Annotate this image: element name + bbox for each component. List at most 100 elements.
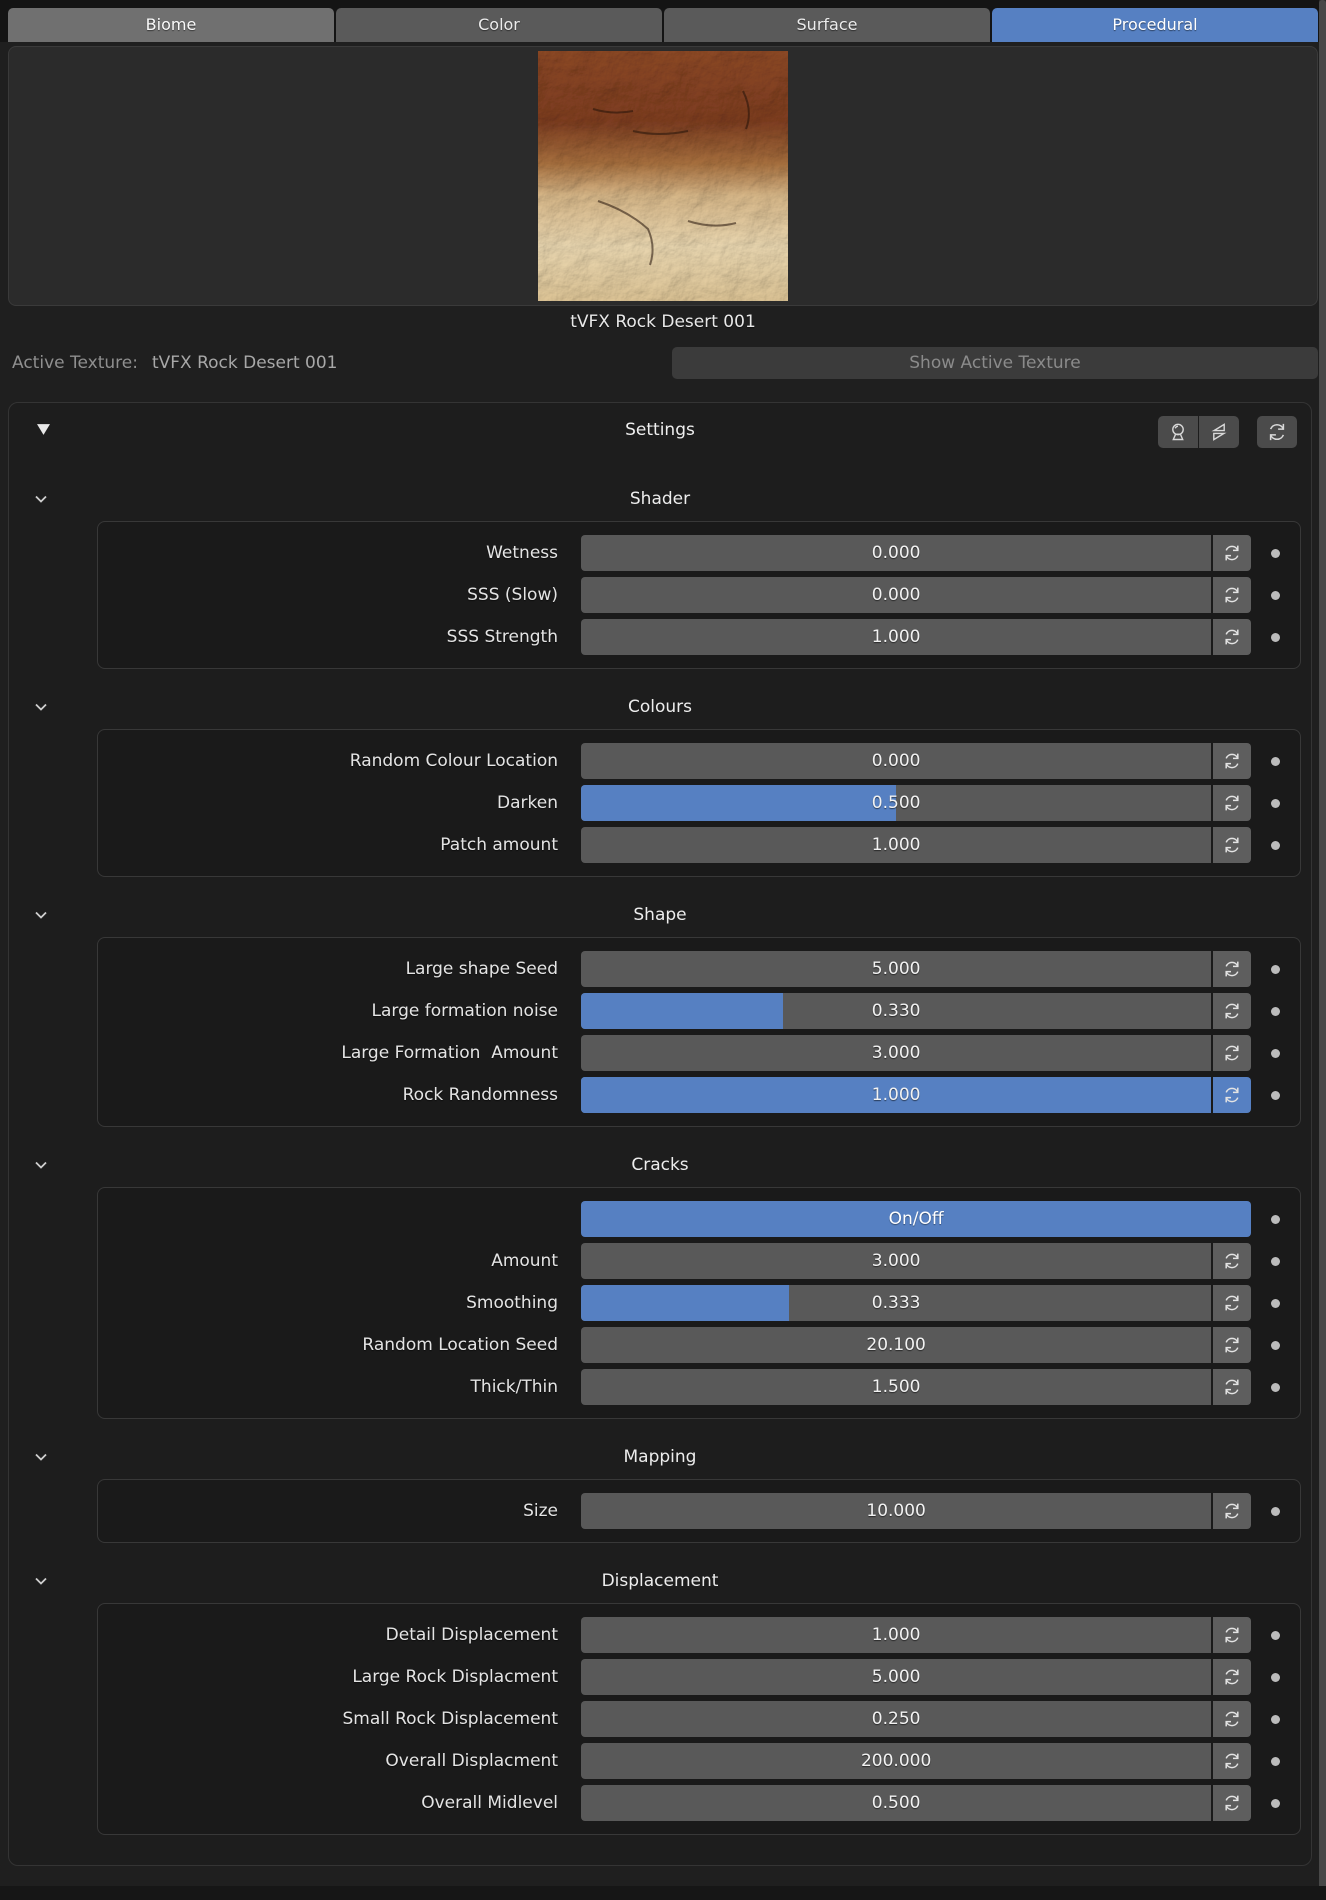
reset-button[interactable] (1213, 827, 1252, 863)
reset-button[interactable] (1213, 535, 1252, 571)
slider-rock-randomness[interactable]: 1.000 (581, 1077, 1212, 1113)
animate-decorator-dot[interactable] (1271, 1630, 1281, 1640)
refresh-icon (1225, 1087, 1239, 1103)
chevron-down-icon[interactable] (31, 1155, 51, 1175)
slider-large-formation-noise[interactable]: 0.330 (581, 993, 1212, 1029)
scrollbar-thumb[interactable] (1319, 0, 1326, 1900)
refresh-all-button[interactable] (1257, 416, 1297, 448)
section-header: Colours (9, 687, 1311, 727)
animate-decorator-dot[interactable] (1271, 964, 1281, 974)
section-body: On/Off Amount 3.000 Smoothi (97, 1187, 1301, 1419)
section-displacement: Displacement Detail Displacement 1.000 (9, 1561, 1311, 1835)
reset-button[interactable] (1213, 951, 1252, 987)
property-row: Darken 0.500 (112, 785, 1300, 821)
animate-decorator-dot[interactable] (1271, 1798, 1281, 1808)
slider-large-shape-seed[interactable]: 5.000 (581, 951, 1212, 987)
property-label: Large Formation Amount (341, 1043, 558, 1063)
animate-decorator-dot[interactable] (1271, 1506, 1281, 1516)
slider-overall-midlevel[interactable]: 0.500 (581, 1785, 1212, 1821)
animate-decorator-dot[interactable] (1271, 840, 1281, 850)
slider-detail-displacement[interactable]: 1.000 (581, 1617, 1212, 1653)
field-group: 0.000 (581, 577, 1252, 613)
reset-button[interactable] (1213, 1743, 1252, 1779)
reset-button[interactable] (1213, 619, 1252, 655)
reset-button[interactable] (1213, 1617, 1252, 1653)
property-label: Large Rock Displacment (352, 1667, 558, 1687)
slider-sss-strength[interactable]: 1.000 (581, 619, 1212, 655)
animate-decorator-dot[interactable] (1271, 1714, 1281, 1724)
animate-decorator-dot[interactable] (1271, 632, 1281, 642)
slider-small-rock-displacement[interactable]: 0.250 (581, 1701, 1212, 1737)
chevron-down-icon[interactable] (31, 1447, 51, 1467)
settings-panel: Settings (8, 402, 1312, 1866)
panel-expand-triangle-icon[interactable] (37, 424, 50, 435)
material-preview-button[interactable] (1158, 416, 1198, 448)
scrollbar-track[interactable] (1319, 0, 1326, 1900)
reset-button[interactable] (1213, 993, 1252, 1029)
reset-button[interactable] (1213, 1035, 1252, 1071)
reset-button[interactable] (1213, 785, 1252, 821)
reset-button[interactable] (1213, 1077, 1252, 1113)
driver-button[interactable] (1199, 416, 1239, 448)
slider-large-rock-displacment[interactable]: 5.000 (581, 1659, 1212, 1695)
tab-biome[interactable]: Biome (8, 8, 334, 42)
animate-decorator-dot[interactable] (1271, 1256, 1281, 1266)
reset-button[interactable] (1213, 743, 1252, 779)
animate-decorator-dot[interactable] (1271, 1006, 1281, 1016)
animate-decorator-dot[interactable] (1271, 1756, 1281, 1766)
slider-large-formation-amount[interactable]: 3.000 (581, 1035, 1212, 1071)
reset-button[interactable] (1213, 1243, 1252, 1279)
slider-random-colour-location[interactable]: 0.000 (581, 743, 1212, 779)
active-texture-label: Active Texture: (12, 353, 138, 373)
field-group: 200.000 (581, 1743, 1252, 1779)
animate-decorator-dot[interactable] (1271, 798, 1281, 808)
animate-decorator-dot[interactable] (1271, 756, 1281, 766)
animate-decorator-dot[interactable] (1271, 1090, 1281, 1100)
slider-wetness[interactable]: 0.000 (581, 535, 1212, 571)
property-row: Detail Displacement 1.000 (112, 1617, 1300, 1653)
reset-button[interactable] (1213, 1701, 1252, 1737)
reset-button[interactable] (1213, 1785, 1252, 1821)
chevron-down-icon[interactable] (31, 905, 51, 925)
slider-darken[interactable]: 0.500 (581, 785, 1212, 821)
field-group: 1.000 (581, 827, 1252, 863)
animate-decorator-dot[interactable] (1271, 590, 1281, 600)
slider-size[interactable]: 10.000 (581, 1493, 1212, 1529)
decorator-zone (1251, 1214, 1300, 1224)
tab-surface[interactable]: Surface (664, 8, 990, 42)
chevron-down-icon[interactable] (31, 1571, 51, 1591)
property-label: Darken (497, 793, 558, 813)
animate-decorator-dot[interactable] (1271, 1382, 1281, 1392)
animate-decorator-dot[interactable] (1271, 1298, 1281, 1308)
tab-procedural[interactable]: Procedural (992, 8, 1318, 42)
animate-decorator-dot[interactable] (1271, 1048, 1281, 1058)
reset-button[interactable] (1213, 1285, 1252, 1321)
slider-overall-displacment[interactable]: 200.000 (581, 1743, 1212, 1779)
slider-sss-slow-[interactable]: 0.000 (581, 577, 1212, 613)
decorator-zone (1251, 1340, 1300, 1350)
refresh-icon (1225, 545, 1239, 561)
tab-color[interactable]: Color (336, 8, 662, 42)
reset-button[interactable] (1213, 577, 1252, 613)
slider-smoothing[interactable]: 0.333 (581, 1285, 1212, 1321)
reset-button[interactable] (1213, 1659, 1252, 1695)
active-texture-value: tVFX Rock Desert 001 (151, 353, 338, 373)
slider-patch-amount[interactable]: 1.000 (581, 827, 1212, 863)
slider-thick-thin[interactable]: 1.500 (581, 1369, 1212, 1405)
slider-amount[interactable]: 3.000 (581, 1243, 1212, 1279)
slider-value: 1.000 (871, 1625, 921, 1645)
chevron-down-icon[interactable] (31, 489, 51, 509)
animate-decorator-dot[interactable] (1271, 1340, 1281, 1350)
animate-decorator-dot[interactable] (1271, 1672, 1281, 1682)
animate-decorator-dot[interactable] (1271, 548, 1281, 558)
animate-decorator-dot[interactable] (1271, 1214, 1281, 1224)
reset-button[interactable] (1213, 1327, 1252, 1363)
slider-random-location-seed[interactable]: 20.100 (581, 1327, 1212, 1363)
show-active-texture-button[interactable]: Show Active Texture (672, 347, 1318, 379)
property-row: Size 10.000 (112, 1493, 1300, 1529)
toggle-on-off[interactable]: On/Off (581, 1201, 1252, 1237)
reset-button[interactable] (1213, 1493, 1252, 1529)
reset-button[interactable] (1213, 1369, 1252, 1405)
section-mapping: Mapping Size 10.000 (9, 1437, 1311, 1543)
chevron-down-icon[interactable] (31, 697, 51, 717)
